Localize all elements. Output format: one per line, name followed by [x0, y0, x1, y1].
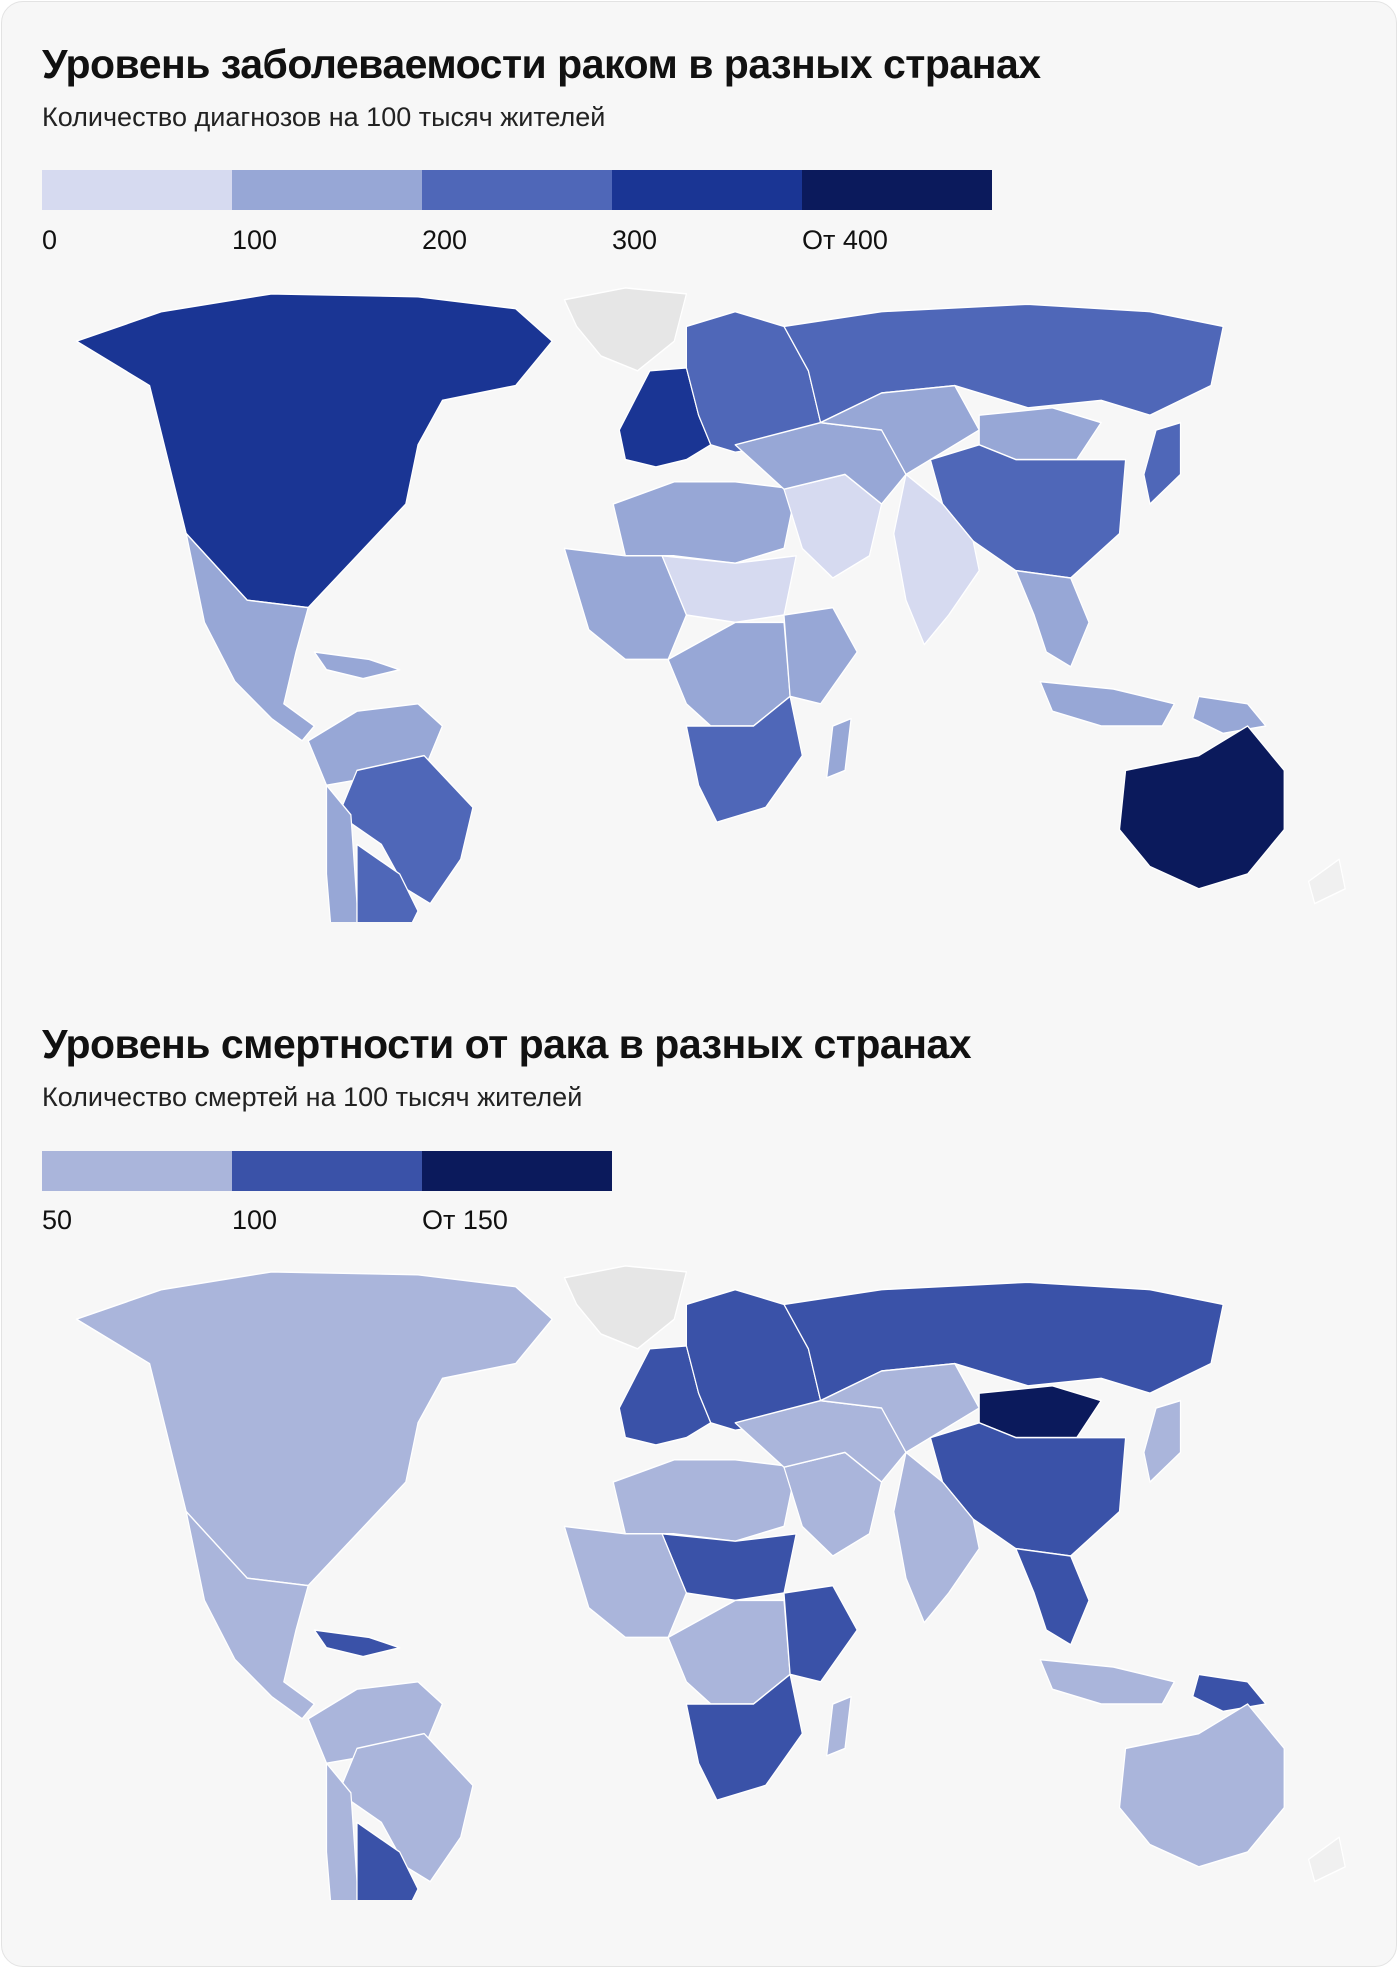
incidence-legend-label: 0	[42, 225, 58, 255]
region-west-africa	[563, 1525, 688, 1639]
incidence-legend-label: 300	[612, 225, 658, 255]
region-japan	[1143, 421, 1182, 505]
region-southeast-asia	[1015, 1547, 1090, 1646]
region-chile	[325, 1762, 358, 1900]
incidence-legend-label: 200	[422, 225, 468, 255]
mortality-legend	[42, 1151, 612, 1191]
region-indonesia	[1039, 680, 1176, 727]
mortality-legend-label: От 150	[422, 1205, 508, 1235]
region-new-guinea	[1192, 695, 1267, 735]
region-southern-africa	[685, 695, 803, 823]
mortality-title: Уровень смертности от рака в разных стра…	[42, 1021, 972, 1067]
region-india	[893, 473, 980, 646]
region-indonesia	[1039, 1658, 1176, 1705]
region-brazil	[338, 754, 474, 905]
mortality-legend-swatch	[422, 1151, 612, 1191]
mortality-world-map	[42, 1260, 1362, 1900]
region-argentina	[356, 1821, 419, 1900]
region-mexico-central	[185, 532, 315, 742]
region-madagascar	[826, 1695, 852, 1757]
region-india	[893, 1451, 980, 1624]
incidence-legend-label: 100	[232, 225, 278, 255]
mortality-legend-label: 100	[232, 1205, 278, 1235]
region-caribbean	[313, 651, 401, 680]
region-central-asia	[819, 1362, 980, 1454]
region-central-asia	[819, 384, 980, 476]
region-madagascar	[826, 717, 852, 779]
incidence-legend-labels: 0 100 200 300 От 400	[42, 225, 1042, 259]
mortality-header: Уровень смертности от рака в разных стра…	[42, 1020, 1362, 1114]
mortality-map-svg	[75, 1265, 1346, 1900]
incidence-legend-swatch	[802, 170, 992, 210]
incidence-legend-swatch	[612, 170, 802, 210]
region-brazil	[338, 1732, 474, 1883]
region-west-africa	[563, 547, 688, 661]
region-north-america	[75, 293, 553, 609]
region-caribbean	[313, 1629, 401, 1658]
incidence-map-svg	[75, 287, 1346, 922]
region-southern-africa	[685, 1673, 803, 1801]
region-greenland	[563, 287, 688, 372]
region-new-zealand	[1307, 1836, 1346, 1883]
region-japan	[1143, 1399, 1182, 1483]
region-chile	[325, 784, 358, 922]
region-mexico-central	[185, 1510, 315, 1720]
incidence-legend-label: От 400	[802, 225, 888, 255]
incidence-subtitle: Количество диагнозов на 100 тысяч жителе…	[42, 102, 606, 132]
incidence-legend-swatch	[422, 170, 612, 210]
region-australia	[1118, 1703, 1285, 1868]
incidence-legend-swatch	[232, 170, 422, 210]
region-north-africa	[612, 481, 797, 564]
region-east-africa	[783, 1584, 858, 1683]
mortality-legend-label: 50	[42, 1205, 73, 1235]
region-north-america	[75, 1271, 553, 1587]
region-east-africa	[783, 606, 858, 705]
incidence-legend	[42, 170, 992, 210]
incidence-header: Уровень заболеваемости раком в разных ст…	[42, 40, 1362, 134]
region-new-zealand	[1307, 858, 1346, 905]
mortality-legend-labels: 50 100 От 150	[42, 1205, 742, 1239]
incidence-world-map	[42, 282, 1362, 922]
mortality-subtitle: Количество смертей на 100 тысяч жителей	[42, 1082, 583, 1112]
mortality-legend-swatch	[232, 1151, 422, 1191]
region-russia	[783, 1281, 1224, 1402]
incidence-legend-swatch	[42, 170, 232, 210]
region-new-guinea	[1192, 1673, 1267, 1713]
region-north-africa	[612, 1459, 797, 1542]
region-russia	[783, 303, 1224, 424]
region-argentina	[356, 843, 419, 922]
incidence-title: Уровень заболеваемости раком в разных ст…	[42, 41, 1041, 87]
mortality-legend-swatch	[42, 1151, 232, 1191]
region-australia	[1118, 725, 1285, 890]
region-southeast-asia	[1015, 569, 1090, 668]
region-greenland	[563, 1265, 688, 1350]
